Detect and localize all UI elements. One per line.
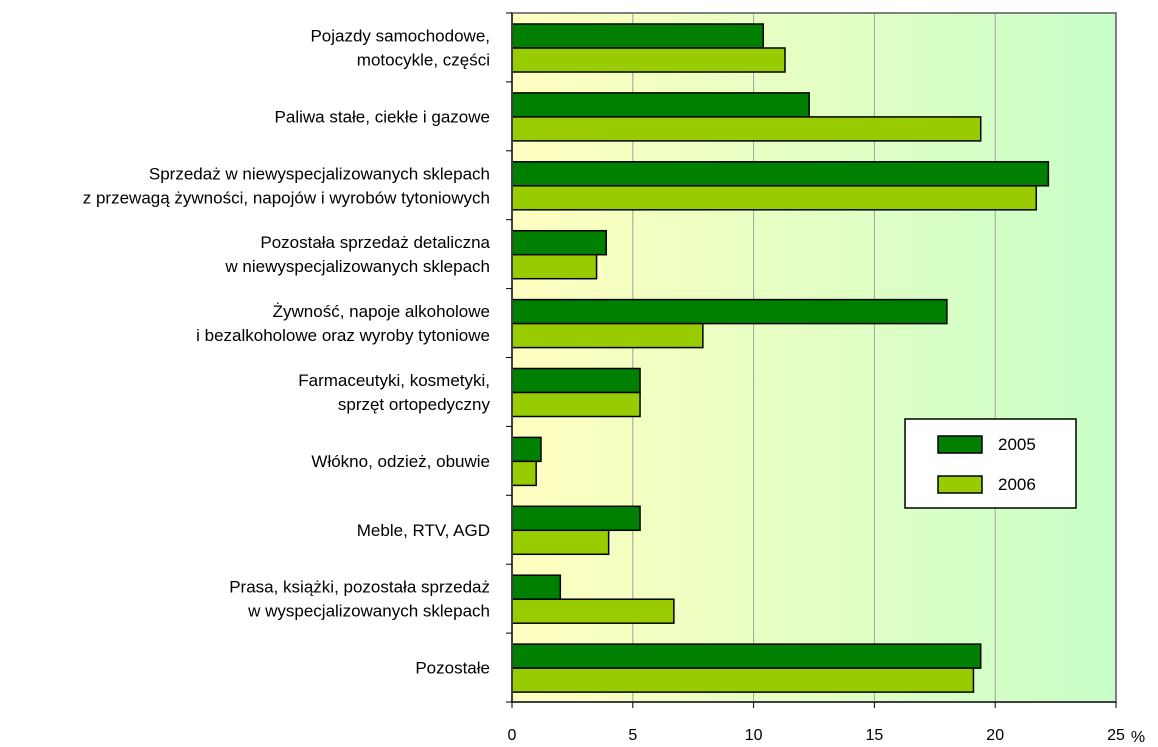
category-label: i bezalkoholowe oraz wyroby tytoniowe: [196, 326, 490, 345]
category-label: Farmaceutyki, kosmetyki,: [298, 371, 490, 390]
category-label: Pozostałe: [415, 659, 490, 678]
legend-label: 2006: [998, 475, 1036, 494]
x-axis-ticks: 0 5 10 15 20 25: [508, 702, 1125, 744]
x-tick-label: 10: [745, 727, 763, 744]
bar-2005: [511, 574, 562, 600]
bar-2005: [511, 92, 810, 118]
x-axis-label: %: [1131, 729, 1145, 746]
bar-2006: [511, 598, 675, 624]
x-tick-label: 15: [866, 727, 884, 744]
category-label: Pojazdy samochodowe,: [310, 26, 490, 45]
category-label: Żywność, napoje alkoholowe: [273, 302, 490, 321]
bar-2005: [511, 436, 542, 463]
bar-2005: [511, 505, 641, 532]
category-label: Prasa, książki, pozostała sprzedaż: [229, 578, 490, 597]
x-tick-label: 25: [1107, 727, 1125, 744]
category-label: w niewyspecjalizowanych sklepach: [224, 257, 490, 276]
category-label: Meble, RTV, AGD: [357, 521, 490, 540]
legend-swatch-2005: [937, 435, 983, 454]
bar-2005: [511, 161, 1050, 187]
category-labels: Pojazdy samochodowe, motocykle, części Pal…: [83, 26, 491, 677]
legend: 2005 2006: [904, 418, 1077, 509]
legend-swatch-2006: [937, 475, 983, 494]
bar-2006: [511, 529, 610, 556]
category-label: motocykle, części: [357, 50, 490, 69]
category-label: w wyspecjalizowanych sklepach: [247, 602, 490, 621]
bar-2006: [511, 322, 704, 349]
category-label: Sprzedaż w niewyspecjalizowanych sklepac…: [149, 164, 490, 183]
category-label: Pozostała sprzedaż detaliczna: [260, 233, 490, 252]
bar-2005: [511, 298, 948, 325]
bar-2005: [511, 23, 765, 49]
bar-2006: [511, 667, 975, 693]
legend-box: [904, 418, 1077, 509]
category-label: Włókno, odzież, obuwie: [311, 452, 490, 471]
bar-2005: [511, 229, 607, 256]
x-tick-label: 0: [508, 727, 517, 744]
category-label: z przewagą żywności, napojów i wyrobów t…: [83, 188, 490, 207]
bars: [511, 23, 1050, 693]
bar-2006: [511, 47, 786, 73]
bar-2006: [511, 460, 537, 487]
bar-2006: [511, 116, 982, 142]
legend-label: 2005: [998, 435, 1036, 454]
category-label: Paliwa stałe, ciekłe i gazowe: [275, 107, 490, 126]
y-axis-ticks: [506, 12, 512, 703]
bar-2006: [511, 253, 598, 280]
bar-2006: [511, 185, 1038, 211]
x-tick-label: 20: [986, 727, 1004, 744]
x-tick-label: 5: [628, 727, 637, 744]
bar-2005: [511, 643, 982, 669]
bar-2006: [511, 391, 641, 418]
bar-2005: [511, 367, 641, 394]
category-label: sprzęt ortopedyczny: [338, 395, 491, 414]
